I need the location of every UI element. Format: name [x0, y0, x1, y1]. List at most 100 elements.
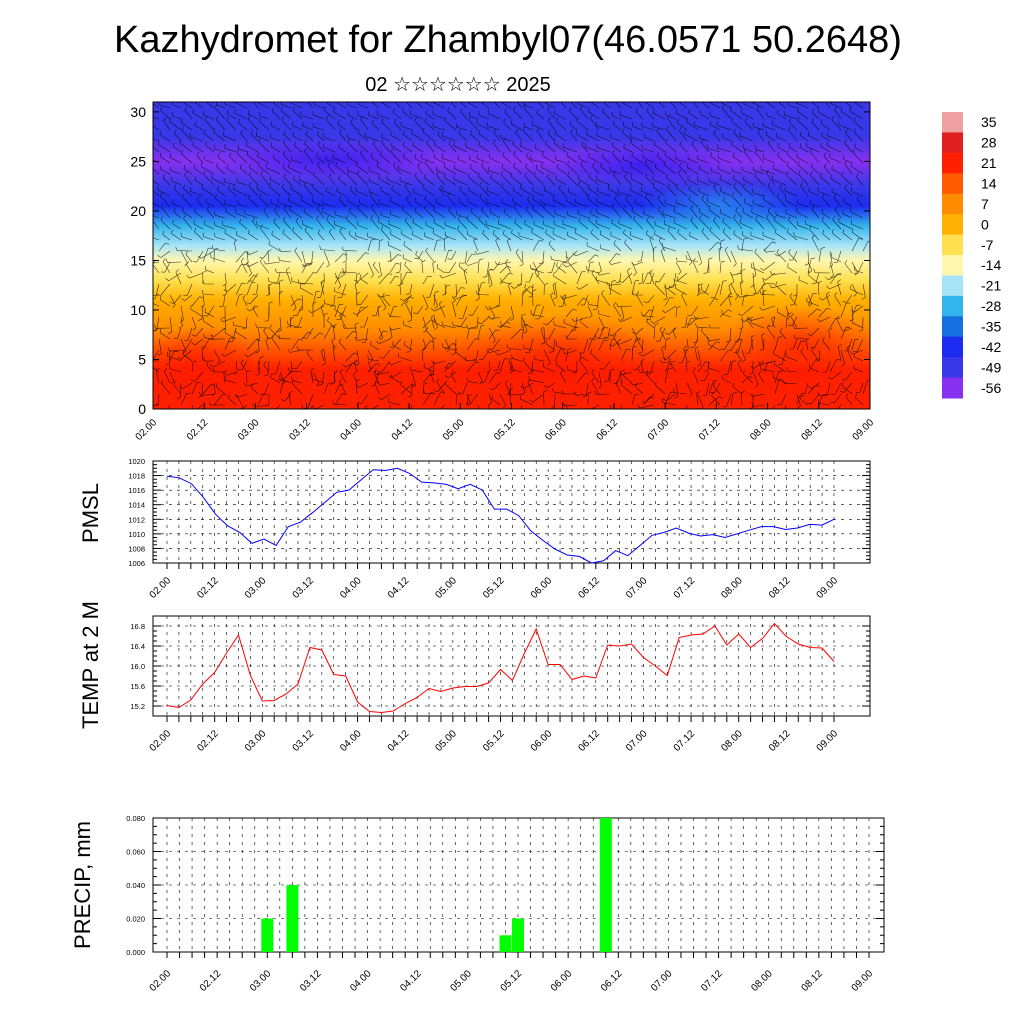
- wind-barb: [684, 338, 689, 352]
- wind-barb: [431, 360, 446, 365]
- wind-barb: [465, 393, 479, 405]
- wind-barb: [701, 228, 710, 241]
- precip-y-title: PRECIP, mm: [70, 821, 95, 949]
- wind-barb: [632, 122, 644, 131]
- wind-barb: [689, 231, 699, 241]
- wind-barb: [840, 327, 853, 332]
- wind-barb: [587, 305, 593, 319]
- wind-barb: [378, 327, 384, 341]
- wind-barb: [249, 163, 259, 175]
- wind-barb: [202, 247, 213, 263]
- wind-barb: [620, 348, 631, 362]
- wind-barb: [312, 110, 325, 120]
- wind-barb: [816, 316, 831, 322]
- wind-barb: [233, 185, 248, 197]
- wind-barb: [550, 404, 556, 409]
- wind-barb: [553, 320, 567, 329]
- wind-barb: [436, 171, 446, 186]
- wind-barb: [697, 155, 710, 164]
- wind-barb: [612, 149, 622, 164]
- wind-barb: [719, 239, 726, 252]
- wind-barb: [191, 327, 204, 337]
- wind-barb: [328, 173, 336, 186]
- wind-barb: [842, 229, 853, 241]
- x-tick-label: 04.12: [386, 575, 412, 601]
- wind-barb: [390, 148, 402, 164]
- wind-barb: [335, 102, 347, 109]
- wind-barb: [793, 231, 809, 241]
- wind-barb: [784, 404, 787, 409]
- wind-barb: [469, 130, 479, 142]
- wind-barb: [473, 316, 479, 328]
- wind-barb: [675, 284, 688, 296]
- wind-barb: [248, 194, 259, 208]
- wind-barb: [153, 146, 160, 153]
- wind-barb: [400, 122, 413, 131]
- wind-barb: [327, 102, 336, 109]
- wind-barb: [741, 108, 754, 120]
- wind-barb: [679, 162, 688, 175]
- wind-barb: [535, 144, 545, 153]
- wind-barb: [403, 320, 413, 329]
- colorbar-label: -42: [981, 339, 1001, 355]
- x-tick-label: 07.00: [624, 728, 650, 754]
- wind-barb: [576, 298, 587, 307]
- wind-barb: [579, 356, 589, 373]
- wind-barb: [260, 170, 270, 186]
- wind-barb: [165, 272, 182, 282]
- wind-barb: [544, 327, 556, 340]
- wind-barb: [283, 216, 292, 230]
- wind-barb: [191, 382, 201, 395]
- wind-barb: [595, 219, 611, 230]
- wind-barb: [322, 207, 336, 219]
- wind-barb: [510, 283, 523, 289]
- wind-barb: [520, 395, 534, 406]
- wind-barb: [833, 193, 842, 208]
- cs-y-tick-label: 5: [138, 351, 146, 367]
- wind-barb: [652, 175, 666, 186]
- wind-barb: [235, 327, 248, 340]
- wind-barb: [750, 318, 765, 329]
- wind-barb: [796, 153, 809, 164]
- wind-barb: [338, 175, 347, 186]
- wind-barb: [550, 292, 556, 307]
- wind-barb: [368, 187, 380, 197]
- wind-barb: [566, 365, 578, 373]
- wind-barb: [225, 207, 237, 219]
- wind-barb: [850, 305, 864, 313]
- wind-barb: [827, 371, 842, 380]
- wind-barb: [321, 349, 326, 366]
- wind-barb: [742, 369, 754, 384]
- wind-barb: [287, 320, 303, 329]
- wind-barb: [360, 149, 369, 164]
- wind-barb: [590, 114, 600, 131]
- wind-barb: [735, 348, 743, 362]
- wind-barb: [631, 291, 643, 296]
- wind-barb: [641, 393, 655, 403]
- wind-barb: [660, 247, 666, 263]
- wind-barb: [685, 316, 699, 326]
- wind-barb: [488, 393, 492, 406]
- wind-barb: [591, 369, 600, 384]
- wind-barb: [445, 261, 457, 274]
- x-tick-label: 07.12: [672, 728, 698, 754]
- wind-barb: [422, 347, 427, 362]
- wind-barb: [173, 380, 182, 395]
- wind-barb: [697, 283, 703, 296]
- wind-barb: [730, 283, 739, 300]
- wind-barb: [326, 115, 336, 131]
- wind-barb: [784, 196, 798, 208]
- wind-barb: [387, 250, 392, 263]
- wind-barb: [547, 173, 556, 186]
- wind-barb: [335, 161, 347, 175]
- wind-barb: [607, 184, 622, 197]
- wind-barb: [193, 219, 204, 230]
- wind-barb: [439, 185, 446, 197]
- wind-barb: [425, 247, 435, 263]
- wind-barb: [159, 328, 171, 340]
- wind-barb: [442, 132, 457, 142]
- wind-barb: [652, 246, 657, 263]
- wind-barb: [288, 390, 293, 406]
- x-tick-label: 06.12: [599, 968, 625, 994]
- wind-barb: [563, 261, 578, 268]
